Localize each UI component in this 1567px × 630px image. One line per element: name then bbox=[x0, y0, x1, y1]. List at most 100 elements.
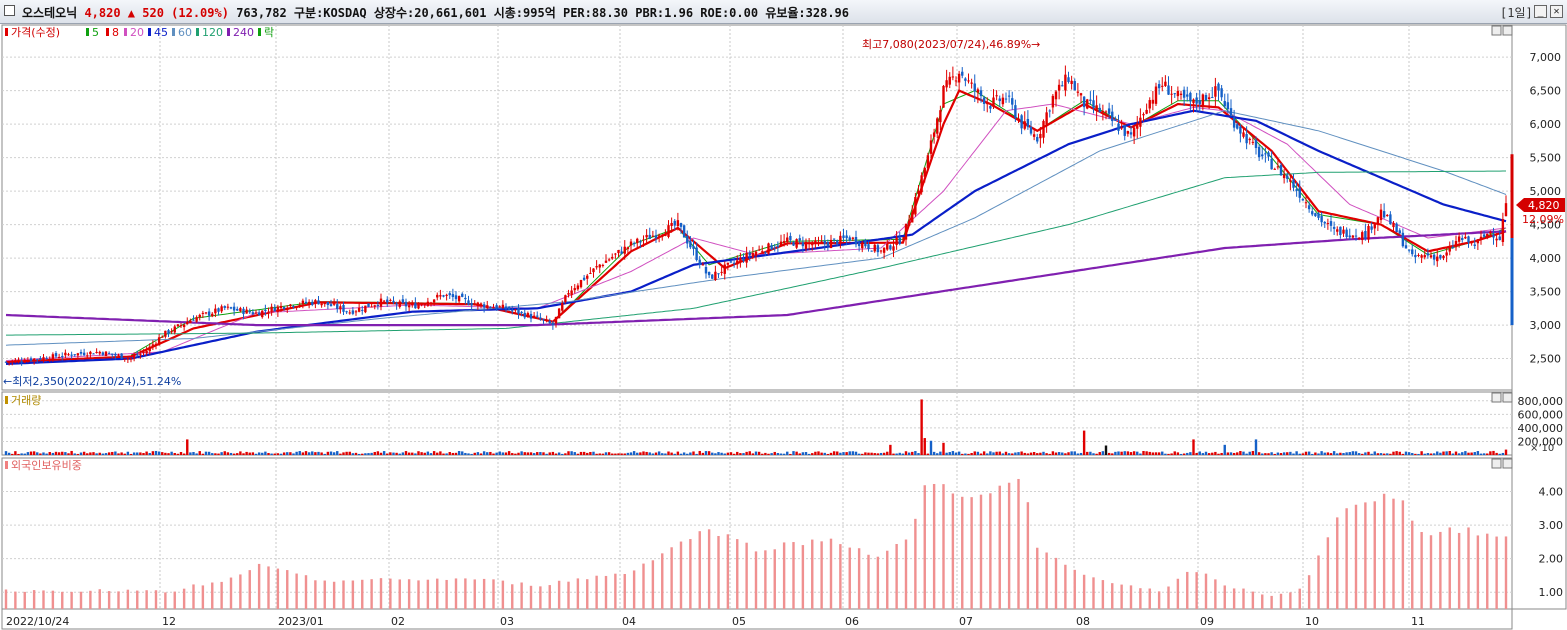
volume-bar bbox=[1376, 453, 1380, 455]
volume-panel-max-button[interactable] bbox=[1502, 392, 1513, 403]
volume-bar bbox=[45, 453, 48, 455]
volume-bar bbox=[1076, 453, 1080, 455]
foreign-ratio-bar bbox=[248, 570, 251, 609]
volume-bar bbox=[1464, 451, 1467, 455]
price-panel-max-button[interactable] bbox=[1502, 25, 1513, 36]
foreign-panel-max-button[interactable] bbox=[1502, 458, 1513, 469]
candle-body bbox=[395, 303, 398, 305]
volume-bars bbox=[4, 399, 1508, 455]
volume-bar bbox=[345, 451, 348, 455]
foreign-ratio-bar bbox=[1392, 498, 1395, 609]
volume-bar bbox=[1323, 452, 1326, 455]
volume-bar bbox=[545, 453, 548, 455]
candle-body bbox=[632, 243, 636, 245]
close-button[interactable]: ✕ bbox=[1550, 5, 1563, 18]
foreign-ratio-bar bbox=[1082, 574, 1086, 609]
volume-bar bbox=[495, 452, 498, 455]
candle-body bbox=[1348, 235, 1351, 238]
candle-body bbox=[317, 300, 320, 305]
candle-body bbox=[1011, 98, 1014, 105]
volume-bar bbox=[829, 452, 833, 455]
candle-body bbox=[32, 358, 36, 362]
candle-body bbox=[1229, 108, 1233, 116]
candle-body bbox=[1232, 117, 1236, 128]
volume-bar bbox=[1448, 451, 1451, 455]
candle-body bbox=[729, 261, 733, 263]
foreign-ratio-bar bbox=[1176, 578, 1180, 609]
candle-body bbox=[1086, 99, 1089, 109]
foreign-panel-min-button[interactable] bbox=[1491, 458, 1502, 469]
foreign-ratio-bar bbox=[276, 568, 280, 609]
foreign-ratio-bar bbox=[717, 535, 720, 609]
candle-body bbox=[142, 351, 145, 353]
candle-body bbox=[823, 240, 826, 244]
volume-bar bbox=[1229, 452, 1233, 455]
volume-bar bbox=[270, 453, 273, 455]
foreign-ratio-bar bbox=[23, 591, 26, 609]
volume-bar bbox=[423, 452, 426, 455]
volume-panel-min-button[interactable] bbox=[1491, 392, 1502, 403]
candle-body bbox=[376, 304, 380, 306]
foreign-ratio-bar bbox=[426, 579, 430, 609]
volume-bar bbox=[629, 452, 633, 455]
candle-body bbox=[1304, 202, 1308, 204]
candle-body bbox=[854, 236, 858, 245]
volume-bar bbox=[911, 451, 914, 455]
volume-bar bbox=[970, 452, 973, 455]
volume-bar bbox=[67, 453, 70, 455]
select-checkbox[interactable] bbox=[4, 5, 15, 16]
date-axis-label: 06 bbox=[845, 615, 859, 628]
volume-bar bbox=[1320, 451, 1323, 455]
candle-body bbox=[1470, 241, 1473, 244]
candle-body bbox=[814, 240, 817, 244]
foreign-ratio-bar bbox=[661, 553, 664, 609]
candle-body bbox=[1057, 84, 1061, 91]
volume-bar bbox=[1492, 450, 1495, 455]
candle-body bbox=[1448, 246, 1451, 252]
foreign-ratio-bar bbox=[1120, 584, 1123, 609]
volume-bar bbox=[76, 453, 80, 455]
volume-bar bbox=[107, 452, 111, 455]
candle-body bbox=[314, 300, 317, 305]
foreign-ratio-bar bbox=[689, 539, 692, 609]
minimize-button[interactable]: _ bbox=[1534, 5, 1547, 18]
candle-body bbox=[645, 234, 648, 238]
candle-body bbox=[761, 251, 764, 253]
volume-bar bbox=[554, 453, 558, 455]
foreign-ratio-bar bbox=[42, 590, 45, 609]
candle-body bbox=[1095, 105, 1098, 111]
candle-body bbox=[1339, 226, 1342, 236]
candle-body bbox=[1495, 238, 1498, 241]
foreign-ratio-bar bbox=[567, 581, 570, 609]
volume-bar bbox=[1373, 451, 1376, 455]
volume-bar bbox=[395, 452, 398, 455]
candle-body bbox=[445, 294, 448, 296]
price-axis-label: 6,500 bbox=[1530, 85, 1562, 98]
legend-ma120: 120 bbox=[202, 26, 223, 39]
candle-body bbox=[414, 302, 417, 309]
candle-body bbox=[1170, 93, 1173, 95]
candle-body bbox=[373, 305, 376, 307]
panel-buttons bbox=[1491, 25, 1513, 469]
candle-body bbox=[1454, 240, 1458, 248]
candle-body bbox=[336, 304, 339, 309]
candle-body bbox=[17, 359, 20, 362]
volume-bar bbox=[161, 452, 164, 455]
candle-body bbox=[76, 353, 80, 356]
volume-bar bbox=[648, 452, 651, 455]
volume-bar bbox=[367, 453, 370, 455]
candle-body bbox=[254, 312, 258, 314]
volume-bar bbox=[1345, 452, 1348, 455]
price-axis-label: 6,000 bbox=[1530, 118, 1562, 131]
candle-body bbox=[1436, 256, 1439, 262]
volume-bar bbox=[692, 451, 695, 455]
period-selector[interactable]: [1일] bbox=[1500, 6, 1533, 20]
volume-bar bbox=[1089, 451, 1092, 455]
candle-body bbox=[289, 304, 292, 306]
volume-bar bbox=[1420, 451, 1423, 455]
price-panel-min-button[interactable] bbox=[1491, 25, 1502, 36]
candle-body bbox=[698, 259, 701, 265]
candle-body bbox=[682, 225, 686, 238]
volume-bar bbox=[307, 452, 311, 455]
volume-bar bbox=[1011, 453, 1014, 455]
